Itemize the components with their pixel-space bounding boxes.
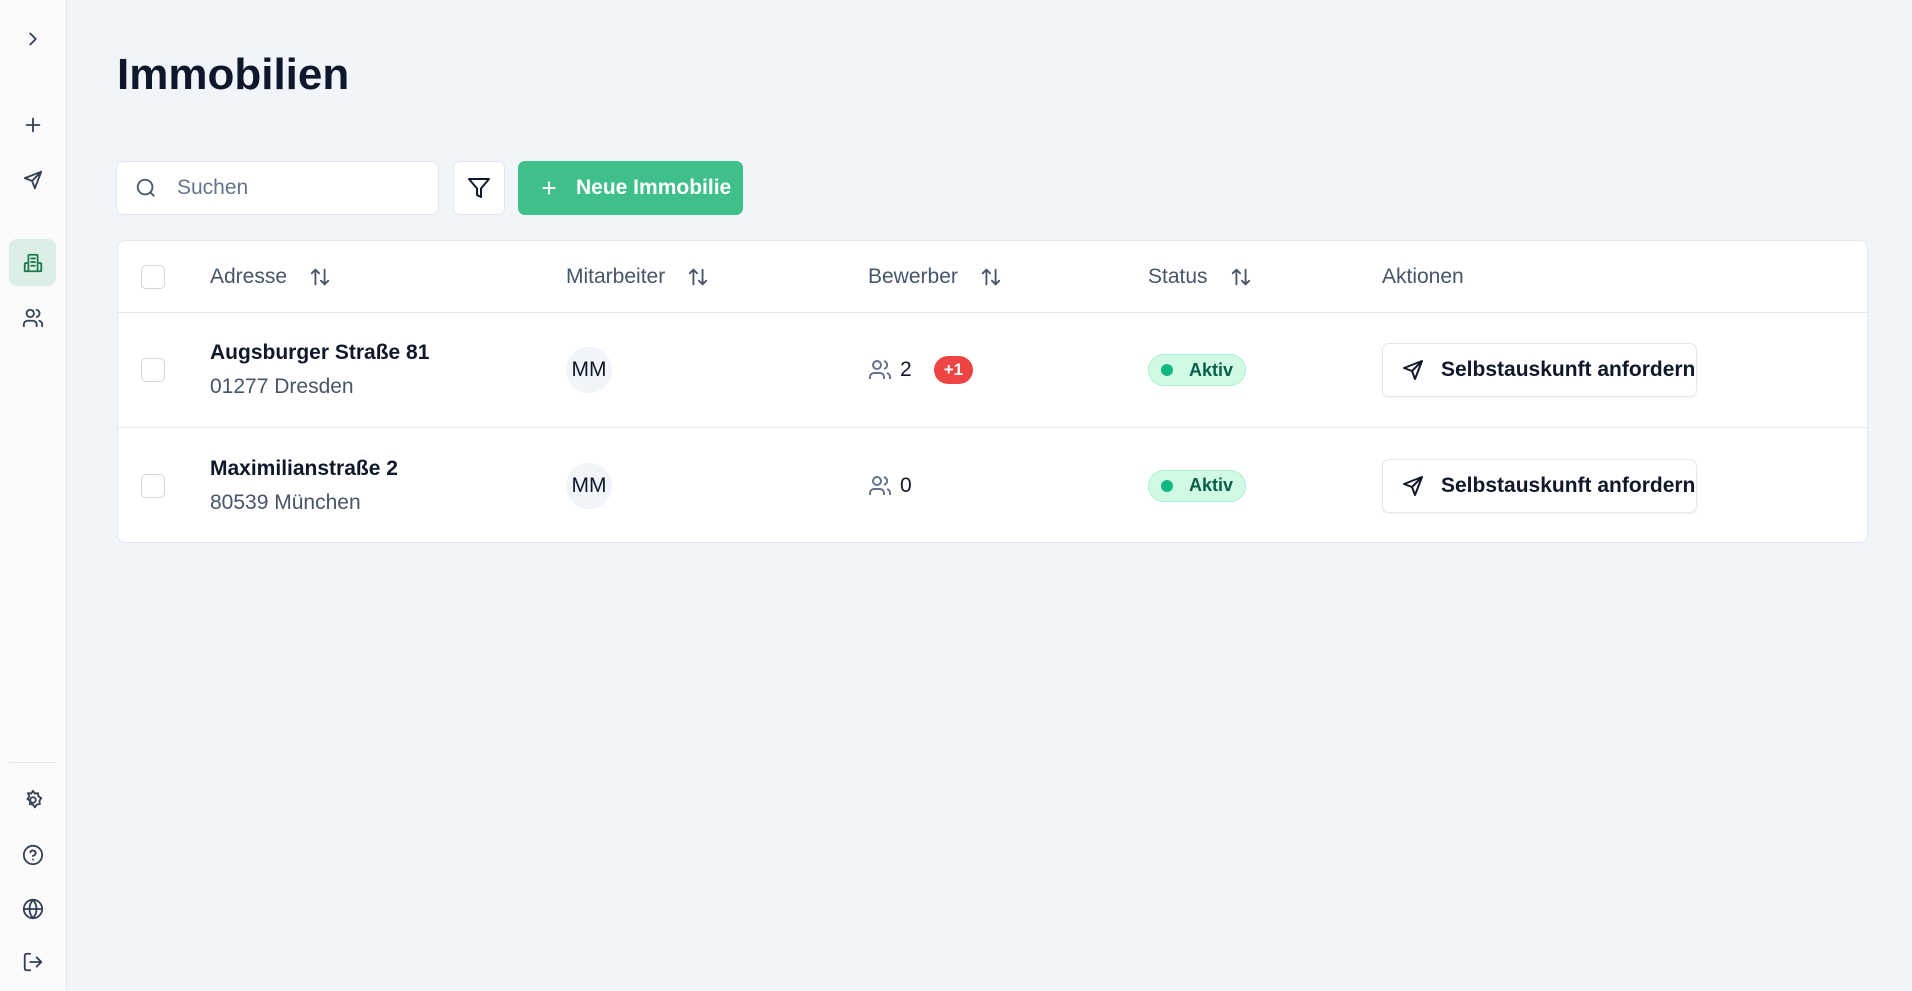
send-icon — [1403, 360, 1423, 380]
users-icon — [22, 308, 43, 327]
building-icon — [23, 253, 42, 272]
sort-status[interactable]: Status — [1148, 241, 1252, 312]
new-property-label: Neue Immobilie — [576, 176, 732, 199]
header-actions: Aktionen — [1382, 264, 1464, 288]
search-input[interactable] — [177, 176, 417, 200]
search-icon — [136, 178, 155, 197]
gear-icon — [26, 789, 42, 808]
status-label: Aktiv — [1189, 359, 1234, 380]
row-checkbox[interactable] — [141, 473, 165, 498]
table-row[interactable]: Augsburger Straße 81 01277 Dresden MM 2 +1… — [118, 313, 1867, 428]
new-property-button[interactable]: Neue Immobilie — [518, 161, 743, 215]
select-all-checkbox[interactable] — [141, 264, 165, 289]
sort-employee[interactable]: Mitarbeiter — [566, 241, 709, 312]
sidebar-item-help[interactable] — [9, 831, 56, 878]
logout-icon — [23, 952, 42, 971]
sidebar-divider — [9, 762, 56, 763]
plus-icon — [25, 117, 40, 132]
sort-icon — [310, 267, 330, 286]
street[interactable]: Maximilianstraße 2 — [210, 456, 398, 480]
applicant-count: 2 — [900, 358, 912, 381]
header-status: Status — [1148, 264, 1208, 288]
header-applicants: Bewerber — [868, 264, 958, 288]
send-icon — [1403, 475, 1423, 496]
row-checkbox[interactable] — [141, 358, 165, 382]
city: 01277 Dresden — [210, 375, 354, 398]
sidebar — [0, 0, 67, 991]
send-icon — [23, 170, 42, 189]
sort-icon — [981, 267, 1001, 286]
new-applicants-badge: +1 — [933, 356, 974, 384]
sort-address[interactable]: Adresse — [210, 241, 331, 312]
properties-table: Adresse Mitarbeiter Bewerber Status Akti… — [117, 240, 1868, 543]
sidebar-item-language[interactable] — [9, 885, 56, 932]
request-self-disclosure-button[interactable]: Selbstauskunft anfordern — [1382, 343, 1697, 397]
filter-icon — [468, 178, 490, 198]
avatar: MM — [566, 347, 612, 393]
sidebar-item-logout[interactable] — [9, 938, 56, 985]
sidebar-item-users[interactable] — [9, 294, 56, 341]
sort-icon — [1231, 267, 1250, 286]
sort-icon — [689, 267, 708, 286]
header-employee: Mitarbeiter — [566, 264, 666, 288]
table-row[interactable]: Maximilianstraße 2 80539 München MM 0 Akt… — [118, 428, 1867, 543]
status-dot — [1161, 479, 1173, 492]
sidebar-item-add[interactable] — [9, 101, 56, 148]
status-label: Aktiv — [1189, 475, 1234, 495]
applicant-count: 0 — [900, 473, 912, 497]
action-label: Selbstauskunft anfordern — [1441, 358, 1696, 381]
action-label: Selbstauskunft anfordern — [1441, 473, 1696, 497]
request-self-disclosure-button[interactable]: Selbstauskunft anfordern — [1382, 458, 1697, 513]
street[interactable]: Augsburger Straße 81 — [210, 341, 430, 364]
expand-sidebar-button[interactable] — [9, 15, 56, 62]
chevron-right-icon — [28, 32, 37, 45]
globe-icon — [22, 898, 43, 919]
search-field[interactable] — [116, 161, 439, 215]
table-header: Adresse Mitarbeiter Bewerber Status Akti… — [118, 241, 1867, 313]
status-badge: Aktiv — [1148, 354, 1247, 386]
sort-applicants[interactable]: Bewerber — [868, 241, 1002, 312]
city: 80539 München — [210, 490, 361, 514]
sidebar-item-send[interactable] — [9, 156, 56, 203]
avatar: MM — [566, 462, 612, 509]
sidebar-item-properties[interactable] — [9, 239, 56, 286]
users-icon — [869, 360, 892, 379]
status-dot — [1161, 364, 1173, 376]
header-address: Adresse — [210, 264, 288, 288]
status-badge: Aktiv — [1148, 469, 1247, 502]
users-icon — [869, 475, 892, 495]
sidebar-item-settings[interactable] — [9, 776, 56, 823]
page-title: Immobilien — [117, 50, 350, 99]
filter-button[interactable] — [453, 161, 505, 215]
help-icon — [22, 844, 43, 865]
plus-icon — [542, 181, 556, 195]
